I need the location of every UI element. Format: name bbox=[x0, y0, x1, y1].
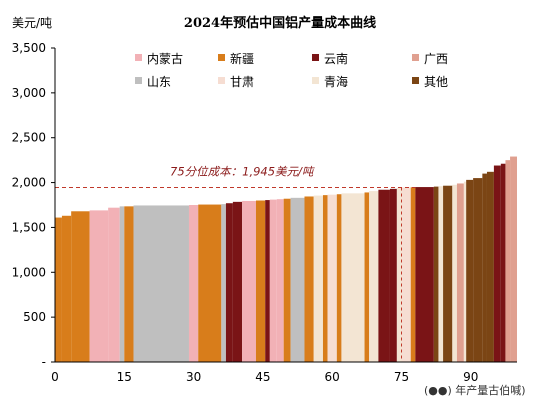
legend-swatch-8 bbox=[412, 77, 419, 84]
bar-27 bbox=[364, 192, 370, 362]
legend-swatch-5 bbox=[135, 77, 142, 84]
bar-10 bbox=[198, 204, 222, 362]
x-tick-label-3: 30 bbox=[186, 370, 201, 384]
bar-22 bbox=[313, 195, 323, 362]
y-tick-label-5: 2,000 bbox=[12, 176, 46, 190]
x-tick-label-1: 0 bbox=[51, 370, 59, 384]
bar-30 bbox=[389, 188, 397, 362]
x-tick-label-6: 75 bbox=[394, 370, 409, 384]
bar-31 bbox=[396, 187, 402, 362]
bar-33 bbox=[410, 187, 416, 362]
bar-40 bbox=[463, 181, 467, 362]
bar-17 bbox=[269, 199, 277, 362]
bar-32 bbox=[401, 187, 411, 362]
bar-4 bbox=[89, 210, 109, 362]
legend-swatch-6 bbox=[218, 77, 225, 84]
bar-25 bbox=[336, 194, 342, 362]
x-tick-label-2: 15 bbox=[117, 370, 132, 384]
bar-18 bbox=[276, 199, 284, 362]
legend-label-4: 广西 bbox=[424, 52, 448, 66]
legend-swatch-7 bbox=[312, 77, 319, 84]
bar-11 bbox=[221, 204, 226, 362]
watermark: (●●) 年产量古伯喊) bbox=[424, 383, 526, 397]
bar-15 bbox=[255, 200, 266, 362]
bar-48 bbox=[510, 156, 517, 362]
bar-2 bbox=[61, 215, 72, 362]
bar-38 bbox=[452, 184, 457, 362]
bar-45 bbox=[493, 165, 501, 362]
legend-label-2: 新疆 bbox=[230, 51, 254, 66]
y-tick-label-3: 1,000 bbox=[12, 265, 46, 279]
bar-24 bbox=[327, 194, 337, 362]
bar-44 bbox=[486, 171, 494, 362]
bar-3 bbox=[71, 211, 90, 362]
bar-9 bbox=[188, 205, 199, 362]
bar-29 bbox=[378, 189, 390, 362]
y-tick-label-4: 1,500 bbox=[12, 220, 46, 234]
legend-label-5: 山东 bbox=[147, 75, 171, 89]
y-tick-label-1: - bbox=[42, 355, 46, 369]
y-tick-label-7: 3,000 bbox=[12, 86, 46, 100]
bars-group bbox=[55, 156, 517, 362]
legend-label-8: 其他 bbox=[424, 75, 448, 89]
chart-title: 2024年预估中国铝产量成本曲线 bbox=[184, 15, 376, 31]
axes-group: - 500 1,000 1,500 2,000 2,500 3,000 3,500 0 15 30 4… bbox=[12, 41, 517, 384]
bar-23 bbox=[322, 195, 328, 362]
legend-swatch-4 bbox=[412, 54, 419, 61]
y-tick-label-8: 3,500 bbox=[12, 41, 46, 55]
legend-swatch-1 bbox=[135, 54, 142, 61]
bar-7 bbox=[124, 206, 134, 362]
bar-34 bbox=[415, 187, 434, 362]
bar-13 bbox=[232, 201, 243, 362]
bar-41 bbox=[466, 179, 474, 362]
bar-36 bbox=[438, 186, 444, 362]
legend-label-3: 云南 bbox=[324, 51, 348, 66]
x-tick-label-4: 45 bbox=[255, 370, 270, 384]
legend-label-7: 青海 bbox=[324, 74, 348, 89]
bar-46 bbox=[500, 163, 506, 362]
bar-12 bbox=[225, 203, 233, 362]
legend-label-6: 甘肃 bbox=[230, 75, 254, 89]
bar-39 bbox=[456, 183, 464, 362]
x-tick-label-7: 90 bbox=[463, 370, 478, 384]
reference-label: 75分位成本：1,945美元/吨 bbox=[170, 165, 315, 179]
reference-line-group: 75分位成本：1,945美元/吨 bbox=[55, 165, 416, 362]
bar-28 bbox=[369, 191, 379, 362]
bar-47 bbox=[505, 160, 511, 362]
bar-35 bbox=[433, 186, 439, 362]
bar-1 bbox=[55, 217, 62, 362]
bar-14 bbox=[242, 200, 256, 362]
x-tick-label-5: 60 bbox=[325, 370, 340, 384]
bar-8 bbox=[133, 205, 189, 362]
y-axis-label: 美元/吨 bbox=[12, 16, 52, 30]
y-tick-label-6: 2,500 bbox=[12, 131, 46, 145]
bar-42 bbox=[473, 178, 483, 362]
bar-43 bbox=[482, 173, 487, 362]
bar-37 bbox=[443, 185, 453, 362]
legend-swatch-3 bbox=[312, 54, 319, 61]
bar-19 bbox=[283, 198, 291, 362]
legend-label-1: 内蒙古 bbox=[147, 51, 183, 66]
bar-5 bbox=[108, 207, 120, 362]
y-tick-label-2: 500 bbox=[23, 310, 46, 324]
bar-16 bbox=[265, 200, 270, 362]
legend-swatch-2 bbox=[218, 54, 225, 61]
bar-20 bbox=[290, 197, 305, 362]
bar-26 bbox=[341, 193, 365, 362]
bar-6 bbox=[119, 206, 125, 362]
bar-21 bbox=[304, 196, 314, 362]
